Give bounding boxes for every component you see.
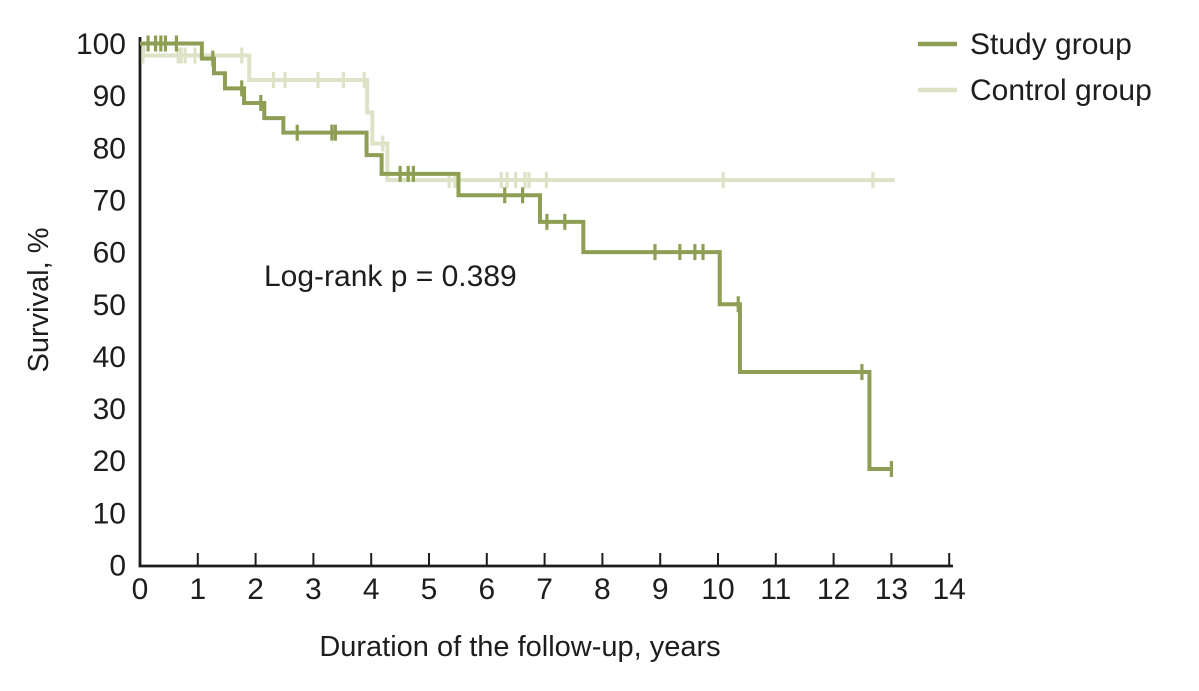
y-tick-label: 80 xyxy=(93,132,126,165)
x-tick-label: 11 xyxy=(760,573,791,606)
x-tick-label: 5 xyxy=(421,573,438,606)
x-tick-label: 10 xyxy=(701,573,734,606)
x-axis-ticks xyxy=(196,553,951,566)
legend-label-study-group: Study group xyxy=(970,28,1132,61)
y-tick-label: 70 xyxy=(93,184,126,217)
x-tick-label: 8 xyxy=(594,573,611,606)
y-tick-label: 20 xyxy=(93,445,126,478)
legend-label-control-group: Control group xyxy=(970,74,1152,107)
survival-curve-study-group xyxy=(140,41,894,472)
y-tick-label: 40 xyxy=(93,341,126,374)
y-tick-label: 100 xyxy=(76,28,126,61)
y-tick-label: 50 xyxy=(93,289,126,322)
y-axis-title: Survival, % xyxy=(23,227,55,372)
x-tick-label: 9 xyxy=(652,573,669,606)
x-tick-label: 12 xyxy=(817,573,850,606)
log-rank-annotation: Log-rank p = 0.389 xyxy=(264,260,517,293)
y-tick-label: 0 xyxy=(109,550,126,583)
survival-curve-control-group xyxy=(140,41,895,183)
y-tick-label: 60 xyxy=(93,237,126,270)
y-tick-label: 30 xyxy=(93,393,126,426)
x-tick-label: 4 xyxy=(363,573,380,606)
y-tick-label: 10 xyxy=(93,497,126,530)
y-axis-tick-labels: 0 10 20 30 40 50 60 70 80 90 100 xyxy=(76,28,126,583)
x-tick-label: 0 xyxy=(132,573,149,606)
x-tick-label: 2 xyxy=(247,573,264,606)
x-axis-title: Duration of the follow-up, years xyxy=(319,631,720,663)
x-tick-label: 13 xyxy=(875,573,908,606)
x-axis-tick-labels: 0 1 2 3 4 5 6 7 8 9 10 11 12 13 14 xyxy=(132,573,966,606)
x-tick-label: 6 xyxy=(478,573,495,606)
x-tick-label: 3 xyxy=(305,573,322,606)
legend: Study group Control group xyxy=(918,28,1152,107)
x-tick-label: 7 xyxy=(536,573,553,606)
x-tick-label: 1 xyxy=(189,573,206,606)
y-tick-label: 90 xyxy=(93,80,126,113)
x-tick-label: 14 xyxy=(933,573,966,606)
series-curves xyxy=(140,35,895,478)
